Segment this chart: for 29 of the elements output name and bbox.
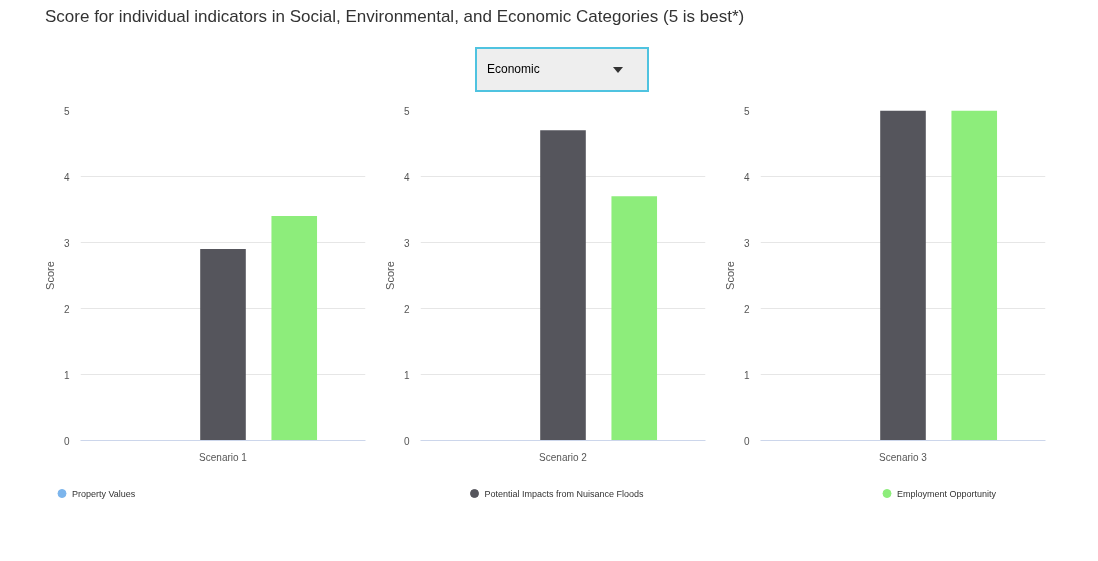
y-axis-title: Score xyxy=(723,261,736,291)
x-tick-label: Scenario 3 xyxy=(879,451,928,463)
y-tick-label: 2 xyxy=(743,303,750,315)
y-tick-label: 0 xyxy=(63,435,70,447)
y-tick-label: 3 xyxy=(743,237,750,249)
x-tick-label: Scenario 2 xyxy=(539,451,588,463)
y-axis-title: Score xyxy=(43,261,56,291)
y-tick-label: 5 xyxy=(403,105,410,117)
y-tick-label: 5 xyxy=(743,105,750,117)
legend-label: Employment Opportunity xyxy=(896,488,997,499)
y-tick-label: 1 xyxy=(63,369,70,381)
y-tick-label: 1 xyxy=(403,369,410,381)
legend-label: Potential Impacts from Nuisance Floods xyxy=(484,488,644,499)
y-axis-title: Score xyxy=(383,261,396,291)
y-tick-label: 3 xyxy=(63,237,70,249)
y-tick-label: 4 xyxy=(403,171,410,183)
y-tick-label: 2 xyxy=(63,303,70,315)
y-tick-label: 0 xyxy=(403,435,410,447)
text: Economic xyxy=(487,61,541,79)
y-tick-label: 2 xyxy=(403,303,410,315)
chart-title: Score for individual indicators in Social, Environmental, and Economic Categories (5 is best*) xyxy=(45,6,745,28)
y-tick-label: 3 xyxy=(403,237,410,249)
y-tick-label: 4 xyxy=(743,171,750,183)
y-tick-label: 5 xyxy=(63,105,70,117)
y-tick-label: 0 xyxy=(743,435,750,447)
y-tick-label: 1 xyxy=(743,369,750,381)
x-tick-label: Scenario 1 xyxy=(199,451,248,463)
legend-label: Property Values xyxy=(71,488,136,499)
y-tick-label: 4 xyxy=(63,171,70,183)
